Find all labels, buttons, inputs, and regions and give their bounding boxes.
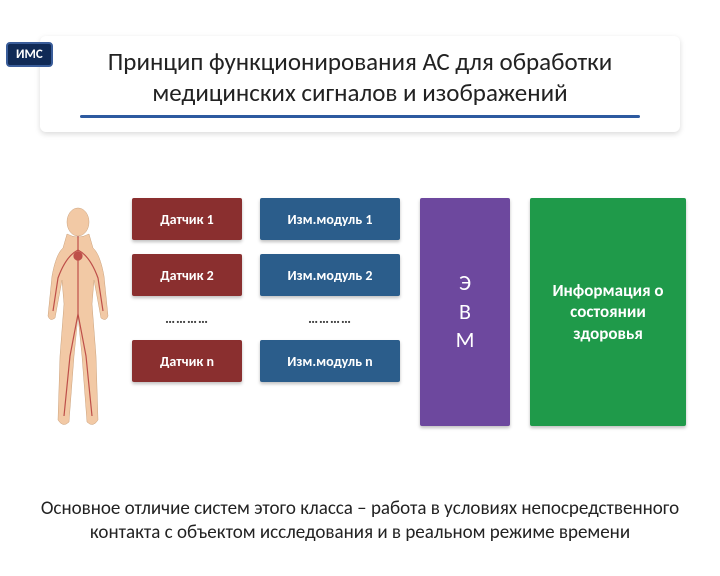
- info-box: Информация о состоянии здоровья: [530, 198, 686, 426]
- module-1-box: Изм.модуль 1: [260, 198, 400, 240]
- module-2-box: Изм.модуль 2: [260, 254, 400, 296]
- modules-ellipsis: …………: [260, 310, 400, 330]
- module-n-box: Изм.модуль n: [260, 340, 400, 382]
- sensor-n-box: Датчик n: [132, 340, 242, 382]
- sensors-column: Датчик 1 Датчик 2 ………… Датчик n: [132, 198, 242, 396]
- title-card: Принцип функционирования АС для обработк…: [40, 36, 680, 132]
- evm-label: Э В М: [456, 269, 475, 355]
- diagram: Датчик 1 Датчик 2 ………… Датчик n Изм.моду…: [0, 198, 720, 458]
- modules-column: Изм.модуль 1 Изм.модуль 2 ………… Изм.модул…: [260, 198, 400, 396]
- page-title: Принцип функционирования АС для обработк…: [60, 46, 660, 109]
- footer-text: Основное отличие систем этого класса – р…: [40, 497, 680, 546]
- human-body-figure: [38, 206, 118, 441]
- evm-box: Э В М: [420, 198, 510, 426]
- sensor-1-box: Датчик 1: [132, 198, 242, 240]
- sensors-ellipsis: …………: [132, 310, 242, 330]
- info-label: Информация о состоянии здоровья: [538, 280, 678, 344]
- title-underline: [80, 115, 640, 118]
- badge-ims: ИМС: [6, 42, 53, 67]
- sensor-2-box: Датчик 2: [132, 254, 242, 296]
